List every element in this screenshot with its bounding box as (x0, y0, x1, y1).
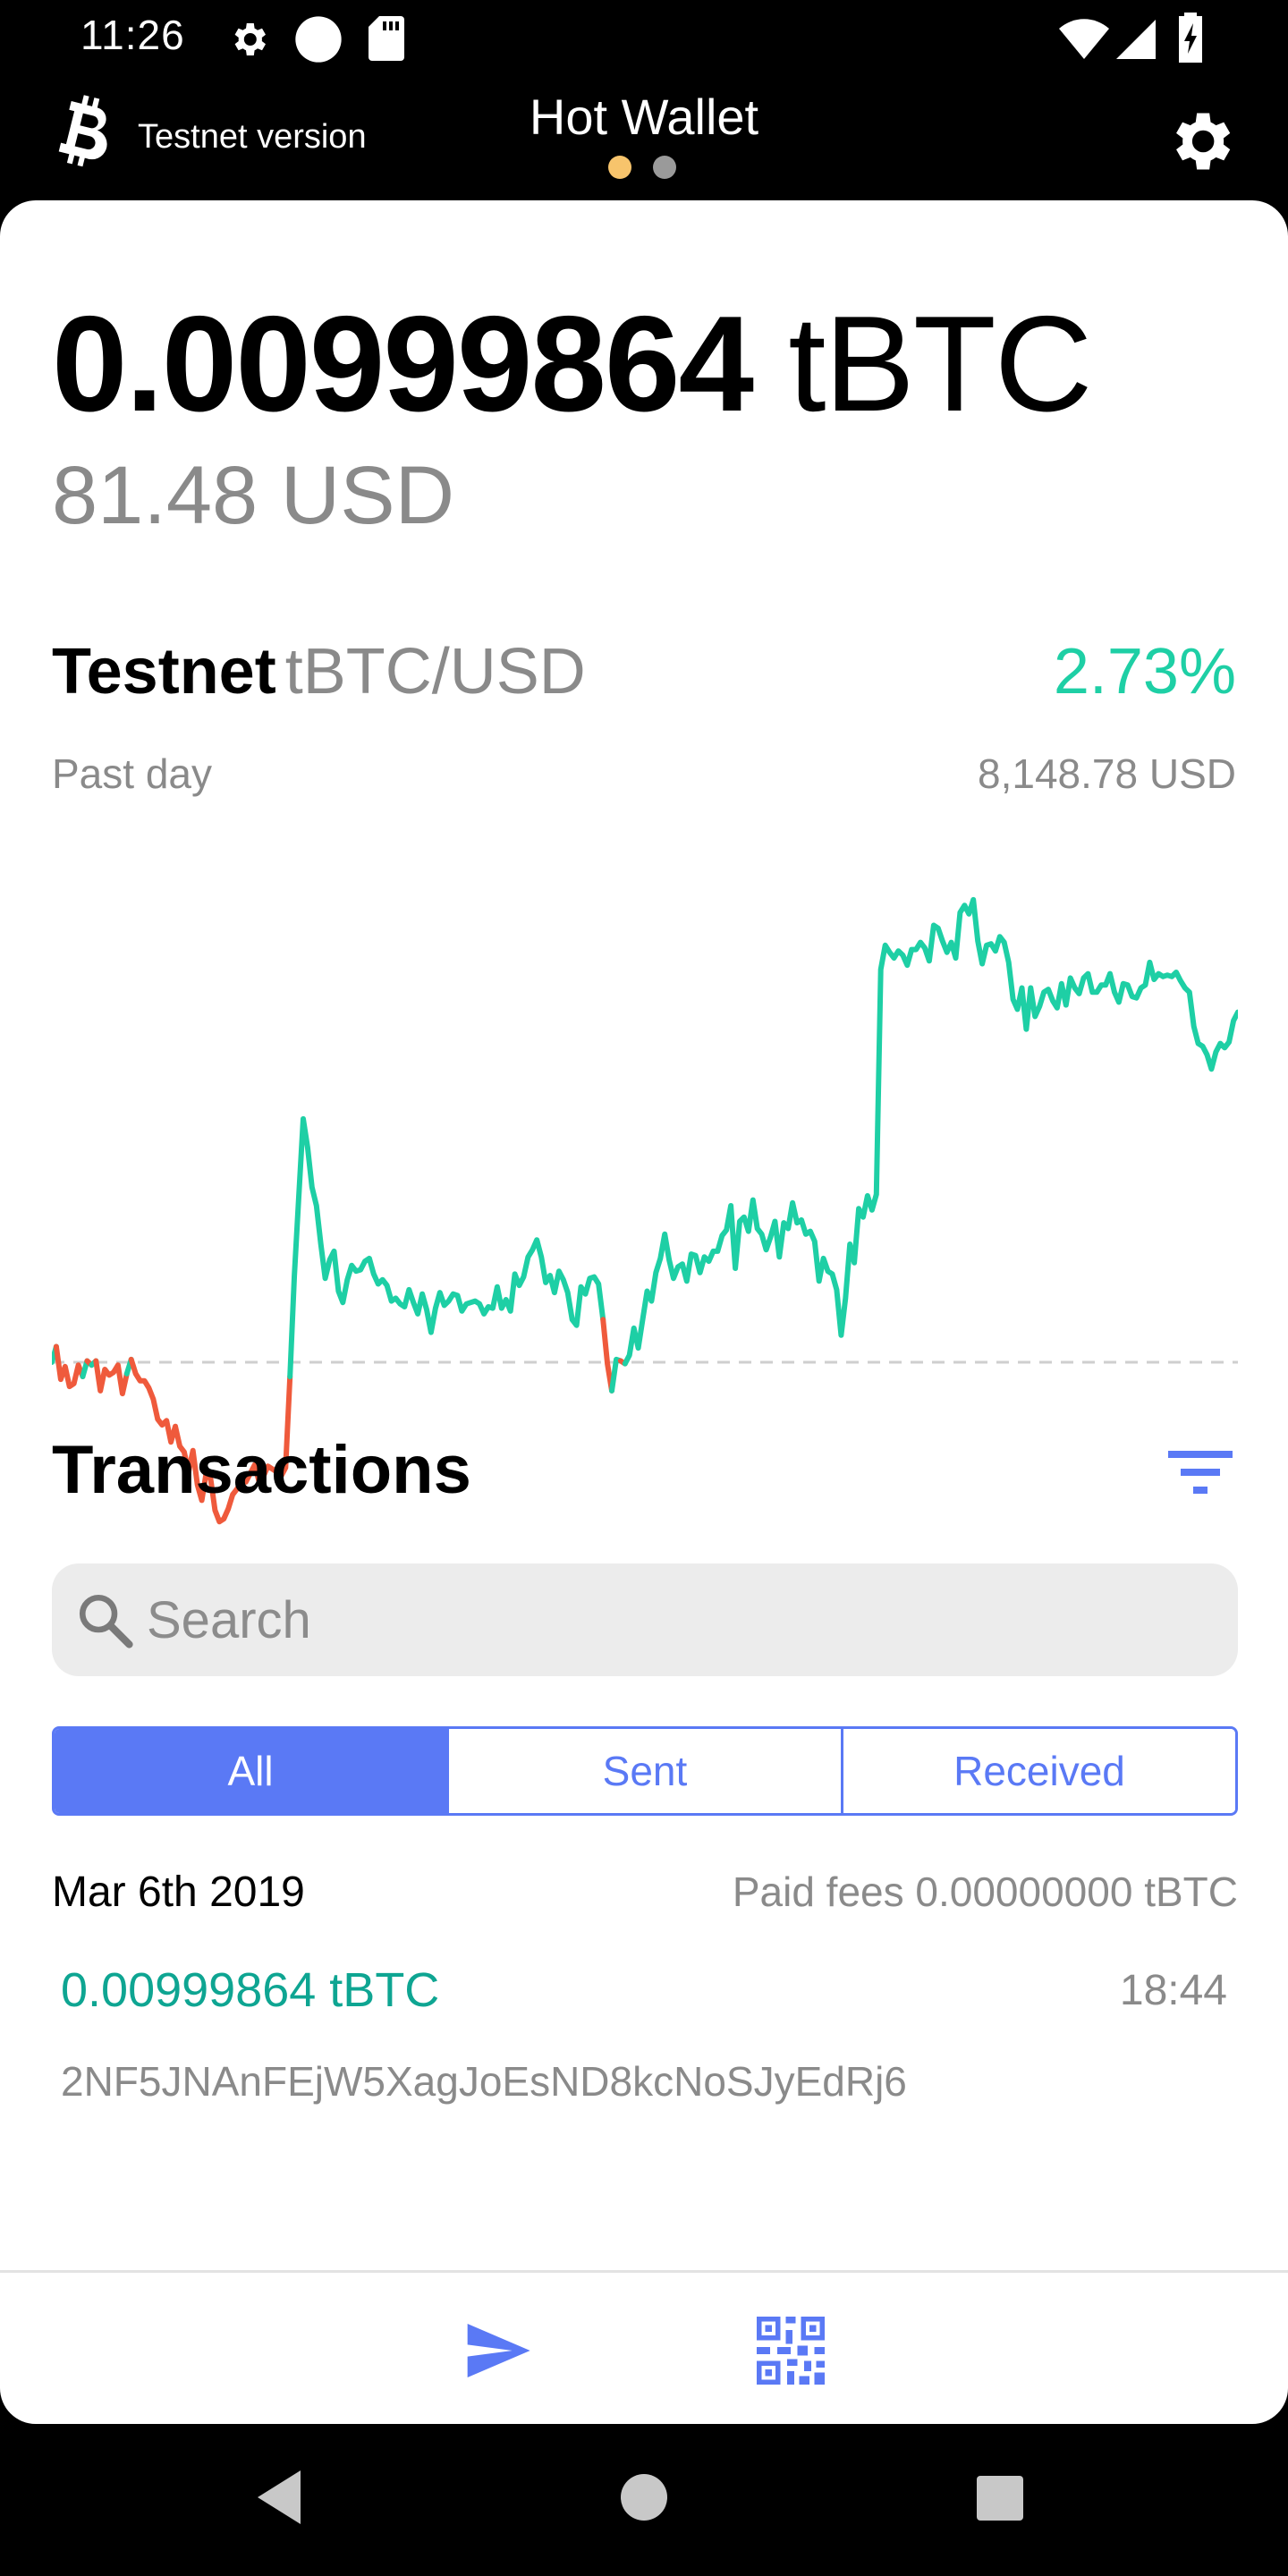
market-pair: tBTC/USD (284, 636, 586, 708)
market-change: 2.73% (1053, 636, 1236, 708)
wifi-icon (1059, 19, 1109, 59)
chart-line-segment-negative-1 (53, 1343, 86, 1390)
market-period: Past day (52, 750, 212, 797)
settings-button[interactable] (1163, 104, 1238, 179)
status-bar: 11:26 (0, 0, 1288, 79)
balance-amount: 0.00999864 (52, 288, 754, 440)
recents-icon[interactable] (977, 2476, 1023, 2521)
transaction-type-tabs: All Sent Received (52, 1726, 1238, 1816)
market-network: Testnet (52, 636, 276, 708)
filter-icon[interactable] (1165, 1436, 1236, 1508)
balance-unit: tBTC (788, 288, 1092, 440)
system-nav-bar (0, 2424, 1288, 2576)
market-subheader: Past day 8,148.78 USD (52, 750, 1236, 798)
chart-line-segment-positive-8 (287, 1115, 606, 1379)
gear-icon (234, 23, 266, 55)
transaction-address: 2NF5JNAnFEjW5XagJoEsND8kcNoSJyEdRj6 (61, 2058, 907, 2105)
bottom-divider (0, 2270, 1288, 2273)
transaction-date: Mar 6th 2019 (52, 1868, 305, 1916)
sd-card-icon (369, 16, 404, 61)
chart-line-segment-positive-10 (609, 1356, 623, 1394)
market-header: Testnet tBTC/USD 2.73% (52, 635, 1236, 716)
balance-fiat: 81.48 USD (52, 450, 455, 541)
transaction-time: 18:44 (1119, 1967, 1227, 2014)
qr-code-icon[interactable] (757, 2317, 825, 2385)
back-icon[interactable] (258, 2470, 308, 2524)
circle-icon (295, 16, 342, 63)
transaction-amount: 0.00999864 tBTC (61, 1963, 440, 2017)
tab-received[interactable]: Received (841, 1729, 1235, 1813)
battery-charging-icon (1179, 13, 1202, 63)
price-chart[interactable] (52, 844, 1238, 1587)
page-dot-active[interactable] (608, 156, 631, 179)
search-icon (79, 1594, 133, 1648)
testnet-label: Testnet version (138, 118, 367, 156)
chart-line-segment-negative-9 (600, 1317, 614, 1394)
balance: 0.00999864 tBTC (52, 286, 1093, 443)
transaction-fees: Paid fees 0.00000000 tBTC (732, 1868, 1238, 1915)
search-input[interactable] (147, 1583, 1202, 1657)
send-icon[interactable] (462, 2315, 533, 2386)
tab-sent[interactable]: Sent (446, 1729, 841, 1813)
transaction-item[interactable]: 0.00999864 tBTC 18:44 2NF5JNAnFEjW5XagJo… (52, 1962, 1238, 2123)
market-price: 8,148.78 USD (978, 750, 1236, 797)
wallet-card: 0.00999864 tBTC 81.48 USD Testnet tBTC/US… (0, 200, 1288, 2424)
page-indicator[interactable] (608, 156, 680, 182)
chart-line-segment-negative-5 (93, 1358, 130, 1397)
bitcoin-icon (58, 95, 107, 167)
status-time: 11:26 (80, 12, 185, 58)
transaction-group-header: Mar 6th 2019 Paid fees 0.00000000 tBTC (52, 1868, 1238, 1930)
transactions-header: Transactions (52, 1431, 1236, 1530)
page-dot-inactive[interactable] (653, 156, 676, 179)
header-title: Hot Wallet (529, 89, 759, 145)
search-box[interactable] (52, 1563, 1238, 1676)
app-header: Testnet version Hot Wallet (0, 79, 1288, 200)
chart-line-segment-positive-12 (622, 896, 1238, 1367)
home-icon[interactable] (621, 2474, 667, 2521)
tab-all[interactable]: All (55, 1729, 446, 1813)
transactions-title: Transactions (52, 1432, 471, 1508)
chart-line-segment-negative-7 (128, 1356, 293, 1525)
cell-signal-icon (1116, 20, 1156, 59)
